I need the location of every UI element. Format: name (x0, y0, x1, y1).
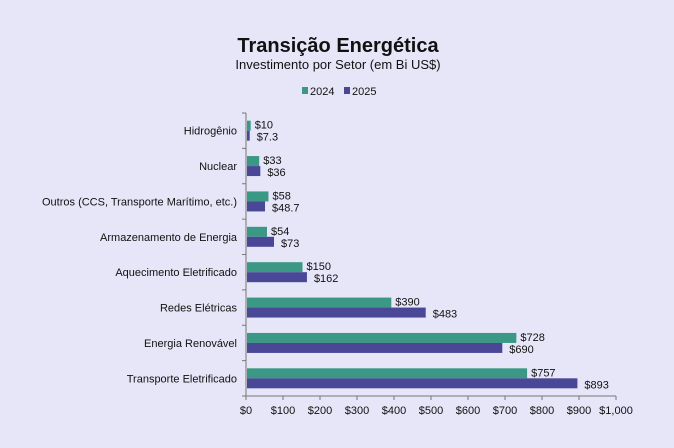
x-tick-label: $700 (493, 405, 517, 417)
bar-2024 (247, 297, 392, 308)
bar-2024 (247, 226, 267, 237)
category-label: Outros (CCS, Transporte Marítimo, etc.) (42, 196, 237, 208)
x-tick-label: $600 (456, 405, 480, 417)
data-label-2024: $757 (531, 367, 555, 379)
bar-2024 (247, 332, 517, 343)
category-label: Nuclear (199, 161, 237, 173)
data-label-2024: $390 (395, 297, 419, 309)
bar-2025 (247, 236, 275, 247)
x-tick-label: $800 (530, 405, 554, 417)
category-label: Redes Elétricas (160, 303, 238, 315)
data-label-2025: $690 (509, 344, 533, 356)
bar-2024 (247, 156, 260, 167)
bar-2024 (247, 120, 251, 131)
x-tick-label: $1,000 (599, 405, 633, 417)
data-label-2024: $33 (263, 155, 281, 167)
legend-swatch-2025 (344, 87, 350, 94)
x-tick-label: $500 (419, 405, 443, 417)
category-label: Hidrogênio (184, 126, 237, 138)
data-label-2025: $48.7 (272, 202, 300, 214)
data-label-2025: $73 (281, 238, 299, 250)
x-tick-label: $900 (567, 405, 591, 417)
legend-label-2024: 2024 (310, 86, 334, 98)
bar-2024 (247, 191, 269, 202)
chart-title: Transição Energética (237, 35, 439, 57)
bar-2025 (247, 166, 261, 177)
x-tick-label: $400 (382, 405, 406, 417)
x-tick-label: $200 (308, 405, 332, 417)
data-label-2025: $483 (433, 309, 457, 321)
category-label: Aquecimento Eletrificado (115, 267, 237, 279)
bar-2025 (247, 272, 307, 283)
data-label-2024: $150 (307, 261, 331, 273)
category-label: Armazenamento de Energia (100, 232, 238, 244)
category-label: Energia Renovável (144, 338, 237, 350)
data-label-2025: $7.3 (257, 132, 278, 144)
bar-2024 (247, 262, 303, 273)
x-tick-label: $0 (240, 405, 252, 417)
data-label-2024: $728 (520, 332, 544, 344)
bar-2025 (247, 201, 266, 212)
legend: 2024 2025 (302, 86, 376, 98)
data-label-2024: $58 (272, 190, 290, 202)
bar-2024 (247, 368, 528, 379)
legend-swatch-2024 (302, 87, 308, 94)
bar-2025 (247, 378, 578, 389)
x-tick-label: $100 (271, 405, 295, 417)
bar-2025 (247, 130, 250, 141)
category-label: Transporte Eletrificado (127, 373, 237, 385)
chart-subtitle: Investimento por Setor (em Bi US$) (235, 57, 440, 72)
x-tick-label: $300 (345, 405, 369, 417)
data-label-2025: $36 (267, 167, 285, 179)
data-label-2025: $893 (584, 379, 608, 391)
bar-2025 (247, 307, 426, 318)
bar-2025 (247, 342, 503, 353)
data-label-2024: $10 (255, 120, 273, 132)
data-label-2025: $162 (314, 273, 338, 285)
legend-label-2025: 2025 (352, 86, 376, 98)
data-label-2024: $54 (271, 226, 289, 238)
